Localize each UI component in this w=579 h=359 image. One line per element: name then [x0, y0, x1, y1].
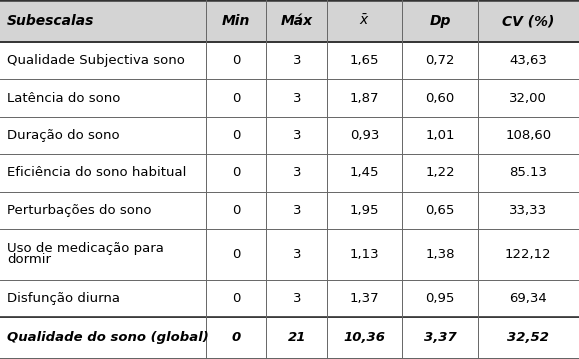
Text: 108,60: 108,60 — [505, 129, 551, 142]
Text: 0: 0 — [232, 204, 240, 217]
Bar — [0, 79, 579, 117]
Bar — [0, 280, 579, 317]
Text: Dp: Dp — [430, 14, 450, 28]
Text: 0: 0 — [232, 248, 240, 261]
Text: 69,34: 69,34 — [510, 292, 547, 305]
Text: 3: 3 — [292, 292, 301, 305]
Text: Disfunção diurna: Disfunção diurna — [7, 292, 120, 305]
Text: 0,95: 0,95 — [426, 292, 455, 305]
Text: $\bar{x}$: $\bar{x}$ — [360, 14, 370, 28]
Text: 122,12: 122,12 — [505, 248, 552, 261]
Text: 0: 0 — [232, 92, 240, 104]
Text: Máx: Máx — [281, 14, 313, 28]
Text: 0,72: 0,72 — [426, 54, 455, 67]
Text: 1,01: 1,01 — [426, 129, 455, 142]
Text: 1,22: 1,22 — [425, 167, 455, 180]
Text: 3,37: 3,37 — [424, 331, 456, 345]
Text: 0,60: 0,60 — [426, 92, 455, 104]
Text: 3: 3 — [292, 129, 301, 142]
Text: Perturbações do sono: Perturbações do sono — [7, 204, 152, 217]
Bar — [0, 192, 579, 229]
Text: 3: 3 — [292, 248, 301, 261]
Text: 32,00: 32,00 — [510, 92, 547, 104]
Text: 43,63: 43,63 — [510, 54, 547, 67]
Text: CV (%): CV (%) — [502, 14, 555, 28]
Text: 33,33: 33,33 — [510, 204, 547, 217]
Text: 0: 0 — [232, 331, 240, 345]
Bar — [0, 154, 579, 192]
Bar — [0, 0, 579, 42]
Text: 3: 3 — [292, 204, 301, 217]
Text: Uso de medicação para: Uso de medicação para — [7, 242, 164, 255]
Text: 0: 0 — [232, 292, 240, 305]
Text: 85.13: 85.13 — [510, 167, 547, 180]
Text: 1,95: 1,95 — [350, 204, 379, 217]
Text: Min: Min — [222, 14, 250, 28]
Text: Qualidade do sono (global): Qualidade do sono (global) — [7, 331, 208, 345]
Bar — [0, 317, 579, 359]
Text: Duração do sono: Duração do sono — [7, 129, 120, 142]
Text: 0,93: 0,93 — [350, 129, 379, 142]
Text: 0,65: 0,65 — [426, 204, 455, 217]
Text: 3: 3 — [292, 92, 301, 104]
Text: 3: 3 — [292, 167, 301, 180]
Text: 0: 0 — [232, 129, 240, 142]
Text: Eficiência do sono habitual: Eficiência do sono habitual — [7, 167, 186, 180]
Text: Subescalas: Subescalas — [7, 14, 94, 28]
Text: 0: 0 — [232, 167, 240, 180]
Text: 10,36: 10,36 — [344, 331, 386, 345]
Text: 1,45: 1,45 — [350, 167, 379, 180]
Bar — [0, 42, 579, 79]
Bar — [0, 117, 579, 154]
Text: 21: 21 — [288, 331, 306, 345]
Text: Latência do sono: Latência do sono — [7, 92, 120, 104]
Text: 1,38: 1,38 — [426, 248, 455, 261]
Text: 1,13: 1,13 — [350, 248, 380, 261]
Text: 1,37: 1,37 — [350, 292, 380, 305]
Text: 0: 0 — [232, 54, 240, 67]
Text: 1,87: 1,87 — [350, 92, 379, 104]
Bar — [0, 229, 579, 280]
Text: 3: 3 — [292, 54, 301, 67]
Text: 32,52: 32,52 — [507, 331, 549, 345]
Text: Qualidade Subjectiva sono: Qualidade Subjectiva sono — [7, 54, 185, 67]
Text: dormir: dormir — [7, 253, 51, 266]
Text: 1,65: 1,65 — [350, 54, 379, 67]
